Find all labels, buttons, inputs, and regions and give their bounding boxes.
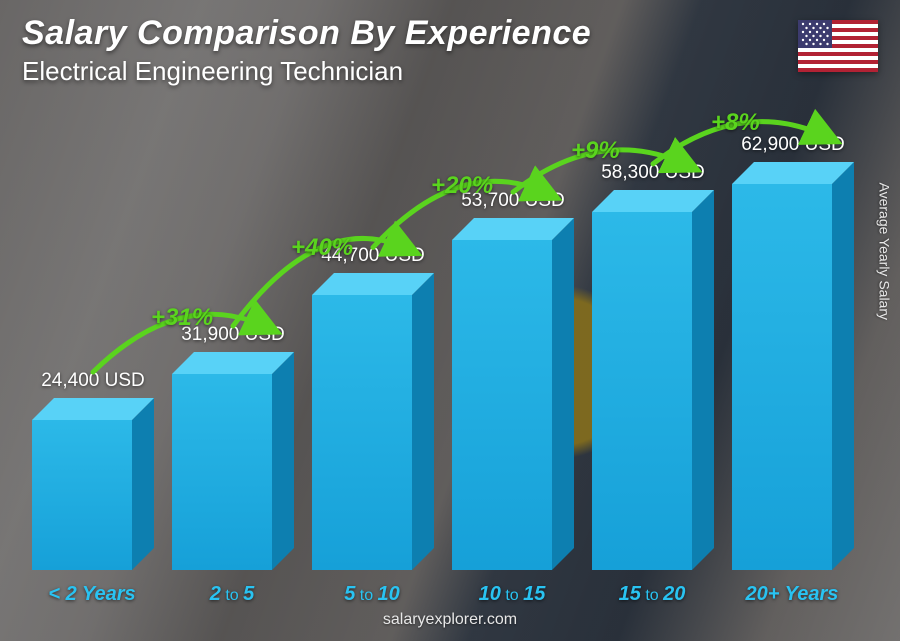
delta-label: +40% xyxy=(291,234,353,262)
bar-category-label: < 2 Years xyxy=(12,583,172,606)
delta-label: +8% xyxy=(711,109,760,137)
bar-category-label: 15 to 20 xyxy=(572,583,732,606)
bar-category-label: 20+ Years xyxy=(712,583,872,606)
bar: 31,900 USD2 to 5 xyxy=(172,374,272,570)
bar-chart: 24,400 USD< 2 Years 31,900 USD2 to 5 44,70… xyxy=(0,100,870,570)
bar: 24,400 USD< 2 Years xyxy=(32,420,132,570)
bar: 44,700 USD5 to 10 xyxy=(312,295,412,570)
chart-title: Salary Comparison By Experience xyxy=(22,14,591,53)
y-axis-label: Average Yearly Salary xyxy=(876,183,892,321)
bar-value-label: 24,400 USD xyxy=(13,370,173,392)
footer-attribution: salaryexplorer.com xyxy=(0,611,900,629)
bar: 62,900 USD20+ Years xyxy=(732,184,832,570)
delta-label: +20% xyxy=(431,172,493,200)
delta-label: +31% xyxy=(151,304,213,332)
bar: 53,700 USD10 to 15 xyxy=(452,240,552,570)
bar-category-label: 10 to 15 xyxy=(432,583,592,606)
bar: 58,300 USD15 to 20 xyxy=(592,212,692,570)
infographic-stage: Salary Comparison By Experience Electric… xyxy=(0,0,900,641)
bar-category-label: 5 to 10 xyxy=(292,583,452,606)
delta-label: +9% xyxy=(571,137,620,165)
us-flag-icon xyxy=(798,20,878,72)
bar-category-label: 2 to 5 xyxy=(152,583,312,606)
chart-subtitle: Electrical Engineering Technician xyxy=(22,56,403,87)
